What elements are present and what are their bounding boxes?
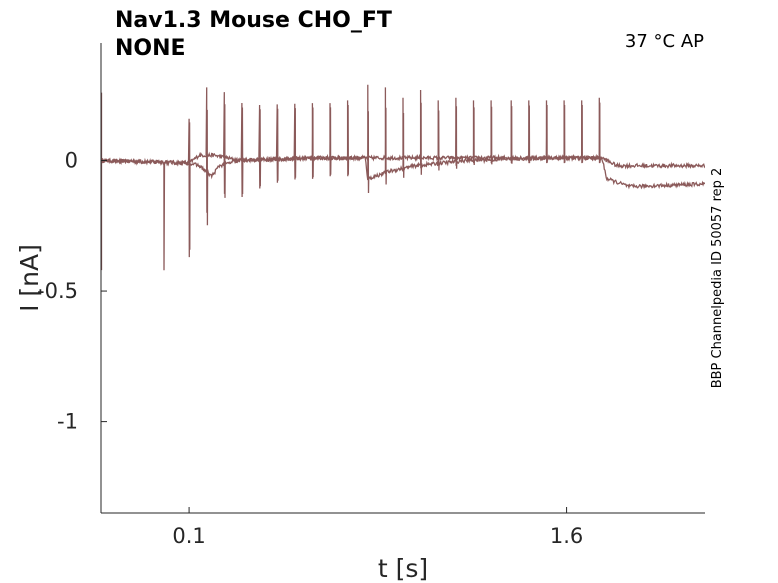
x-tick-label: 1.6: [550, 524, 583, 548]
channelpedia-id-label: BBP Channelpedia ID 50057 rep 2: [710, 168, 725, 389]
current-trace-2: [101, 102, 705, 250]
y-ticks: 0 -0.5 -1: [37, 149, 107, 434]
x-axis-label: t [s]: [378, 554, 428, 583]
chart-title: Nav1.3 Mouse CHO_FT: [115, 8, 392, 33]
plot-area: [101, 84, 705, 271]
y-tick-label: -1: [57, 410, 78, 434]
condition-annotation: 37 °C AP: [625, 31, 704, 52]
trace-group: [101, 84, 705, 271]
y-tick-label: 0: [65, 149, 78, 173]
current-trace-1: [101, 84, 705, 271]
y-tick-label: -0.5: [37, 279, 78, 303]
x-ticks: 0.1 1.6: [172, 507, 583, 548]
y-axis-label: I [nA]: [15, 244, 44, 312]
x-tick-label: 0.1: [172, 524, 205, 548]
chart-subtitle: NONE: [115, 36, 186, 61]
